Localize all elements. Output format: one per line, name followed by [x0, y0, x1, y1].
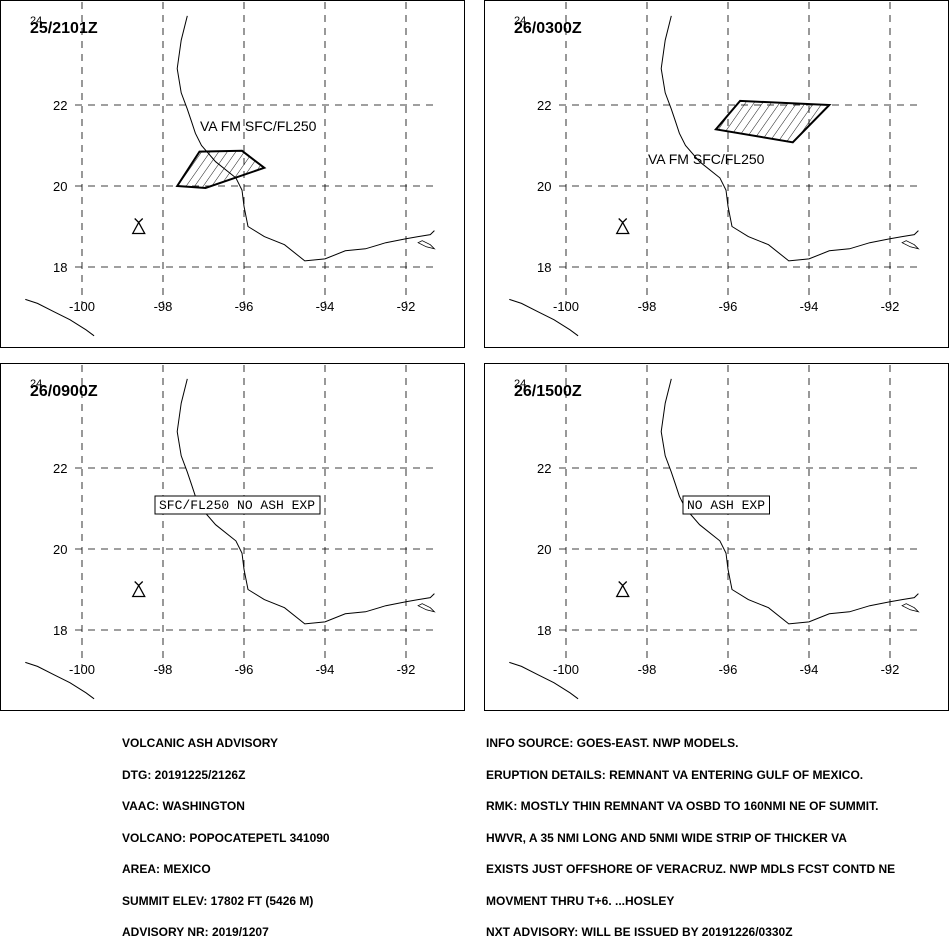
- lon-tick-label: -100: [69, 662, 95, 677]
- ash-label-box: [154, 495, 321, 515]
- lat-tick-label: 24: [30, 15, 42, 27]
- panel-time: 26/0900Z: [30, 383, 98, 400]
- lat-tick-label: 24: [30, 378, 42, 390]
- coastline: [176, 15, 435, 262]
- coastline: [509, 661, 579, 700]
- lat-tick-label: 20: [537, 542, 551, 557]
- ash-label: VA FM SFC/FL250: [648, 151, 765, 167]
- advisory-line: ADVISORY NR: 2019/1207: [122, 925, 269, 939]
- ash-label: SFC/FL250 NO ASH EXP: [159, 498, 315, 513]
- map-svg: 24 22 20 18 -100 -98 -96 -94 -92 26/0900Z SFC/FL25…: [0, 363, 465, 711]
- advisory-info-right: INFO SOURCE: GOES-EAST. NWP MODELS. ERUP…: [486, 717, 895, 948]
- advisory-line: VOLCANO: POPOCATEPETL 341090: [122, 830, 330, 845]
- panel-border: [484, 363, 949, 711]
- ash-polygon: [713, 99, 832, 144]
- lon-tick-label: -94: [316, 662, 335, 677]
- lat-tick-label: 18: [537, 260, 551, 275]
- volcano-icon: [131, 218, 146, 235]
- lon-tick-label: -92: [397, 299, 416, 314]
- coastline: [417, 240, 436, 250]
- volcano-icon: [615, 218, 630, 235]
- map-svg: 24 22 20 18 -100 -98 -96 -94 -92 26/0300Z VA FM SF…: [484, 0, 949, 348]
- lat-tick-label: 20: [53, 179, 67, 194]
- advisory-info-left: VOLCANIC ASH ADVISORY DTG: 20191225/2126…: [122, 717, 330, 948]
- advisory-line: EXISTS JUST OFFSHORE OF VERACRUZ. NWP MD…: [486, 862, 896, 876]
- coastline: [176, 378, 435, 625]
- coastline: [660, 15, 919, 262]
- map-panel: 24 22 20 18 -100 -98 -96 -94 -92 25/2101Z VA FM SF…: [0, 0, 465, 348]
- lat-tick-label: 18: [53, 623, 67, 638]
- lon-tick-label: -94: [800, 662, 819, 677]
- advisory-line: INFO SOURCE: GOES-EAST. NWP MODELS.: [486, 736, 739, 750]
- ash-label: NO ASH EXP: [687, 498, 765, 513]
- lon-tick-label: -92: [881, 299, 900, 314]
- lat-tick-label: 24: [514, 378, 526, 390]
- ash-label-box: [682, 495, 770, 515]
- lon-tick-label: -100: [553, 299, 579, 314]
- lon-tick-label: -98: [638, 662, 657, 677]
- lon-tick-label: -98: [638, 299, 657, 314]
- advisory-line: VOLCANIC ASH ADVISORY: [122, 736, 279, 750]
- lon-tick-label: -100: [553, 662, 579, 677]
- panel-time: 25/2101Z: [30, 20, 98, 37]
- advisory-line: NXT ADVISORY: WILL BE ISSUED BY 20191226…: [486, 925, 793, 939]
- map-panel: 24 22 20 18 -100 -98 -96 -94 -92 26/0900Z SFC/FL25…: [0, 363, 465, 711]
- coastline: [417, 603, 436, 613]
- lon-tick-label: -100: [69, 299, 95, 314]
- coastline: [25, 298, 95, 337]
- map-svg: 24 22 20 18 -100 -98 -96 -94 -92 25/2101Z VA FM SF…: [0, 0, 465, 348]
- lat-tick-label: 22: [537, 461, 551, 476]
- volcano-icon: [615, 581, 630, 598]
- lon-tick-label: -98: [154, 299, 173, 314]
- coastline: [25, 661, 95, 700]
- lon-tick-label: -96: [719, 662, 738, 677]
- advisory-line: SUMMIT ELEV: 17802 FT (5426 M): [122, 893, 314, 908]
- lon-tick-label: -98: [154, 662, 173, 677]
- panel-border: [484, 0, 949, 348]
- advisory-line: VAAC: WASHINGTON: [122, 799, 245, 813]
- advisory-line: RMK: MOSTLY THIN REMNANT VA OSBD TO 160N…: [486, 799, 879, 813]
- advisory-line: MOVMENT THRU T+6. ...HOSLEY: [486, 893, 675, 908]
- lon-tick-label: -96: [235, 662, 254, 677]
- ash-label: VA FM SFC/FL250: [200, 118, 317, 134]
- lat-tick-label: 22: [53, 98, 67, 113]
- panel-time: 26/1500Z: [514, 383, 582, 400]
- advisory-line: HWVR, A 35 NMI LONG AND 5NMI WIDE STRIP …: [486, 830, 847, 845]
- coastline: [901, 603, 920, 613]
- panel-time: 26/0300Z: [514, 20, 582, 37]
- volcano-icon: [131, 581, 146, 598]
- lon-tick-label: -94: [316, 299, 335, 314]
- coastline: [660, 378, 919, 625]
- advisory-line: AREA: MEXICO: [122, 862, 211, 876]
- coastline: [509, 298, 579, 337]
- lon-tick-label: -96: [719, 299, 738, 314]
- lat-tick-label: 18: [53, 260, 67, 275]
- map-panel: 24 22 20 18 -100 -98 -96 -94 -92 26/0300Z VA FM SF…: [484, 0, 949, 348]
- lat-tick-label: 22: [53, 461, 67, 476]
- map-svg: 24 22 20 18 -100 -98 -96 -94 -92 26/1500Z NO ASH E…: [484, 363, 949, 711]
- coastline: [901, 240, 920, 250]
- lat-tick-label: 20: [537, 179, 551, 194]
- lat-tick-label: 22: [537, 98, 551, 113]
- lat-tick-label: 24: [514, 15, 526, 27]
- advisory-line: ERUPTION DETAILS: REMNANT VA ENTERING GU…: [486, 767, 864, 782]
- advisory-line: DTG: 20191225/2126Z: [122, 767, 246, 782]
- map-panel: 24 22 20 18 -100 -98 -96 -94 -92 26/1500Z NO ASH E…: [484, 363, 949, 711]
- lon-tick-label: -92: [881, 662, 900, 677]
- lat-tick-label: 18: [537, 623, 551, 638]
- ash-polygon: [175, 149, 267, 190]
- lat-tick-label: 20: [53, 542, 67, 557]
- lon-tick-label: -94: [800, 299, 819, 314]
- lon-tick-label: -96: [235, 299, 254, 314]
- panel-border: [0, 363, 465, 711]
- lon-tick-label: -92: [397, 662, 416, 677]
